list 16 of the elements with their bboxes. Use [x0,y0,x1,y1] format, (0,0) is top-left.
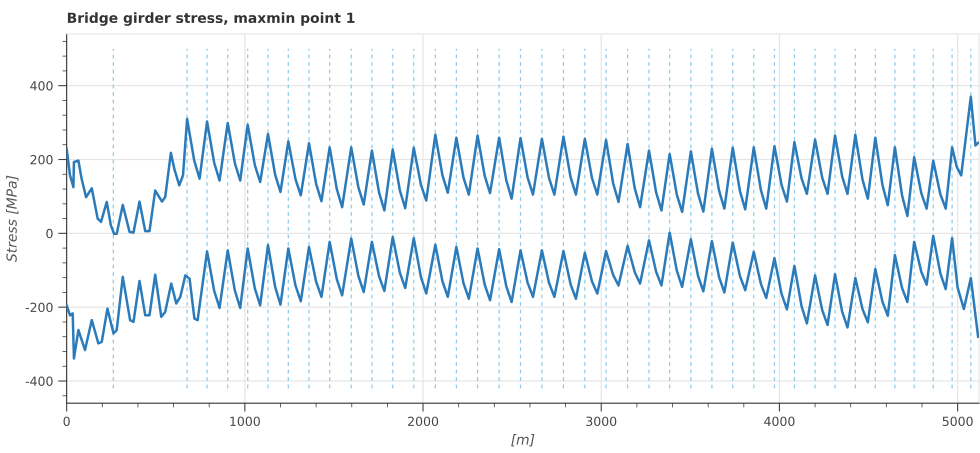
y-tick-label: -400 [26,376,53,386]
y-tick-label: 400 [30,81,53,91]
line-series [66,231,980,360]
x-tick-label: 4000 [764,416,795,426]
y-axis-title: Stress [MPa] [6,176,18,262]
y-tick-label: 200 [30,154,53,164]
chart-title: Bridge girder stress, maxmin point 1 [68,12,354,26]
y-tick-label: 0 [46,228,53,238]
x-tick-label: 5000 [942,416,973,426]
x-tick-label: 0 [63,416,70,426]
x-axis-title: [m] [511,434,534,446]
y-tick-label: -200 [26,302,53,312]
x-tick-label: 1000 [230,416,260,426]
x-tick-label: 2000 [408,416,438,426]
x-tick-label: 3000 [586,416,616,426]
line-series [66,95,980,235]
